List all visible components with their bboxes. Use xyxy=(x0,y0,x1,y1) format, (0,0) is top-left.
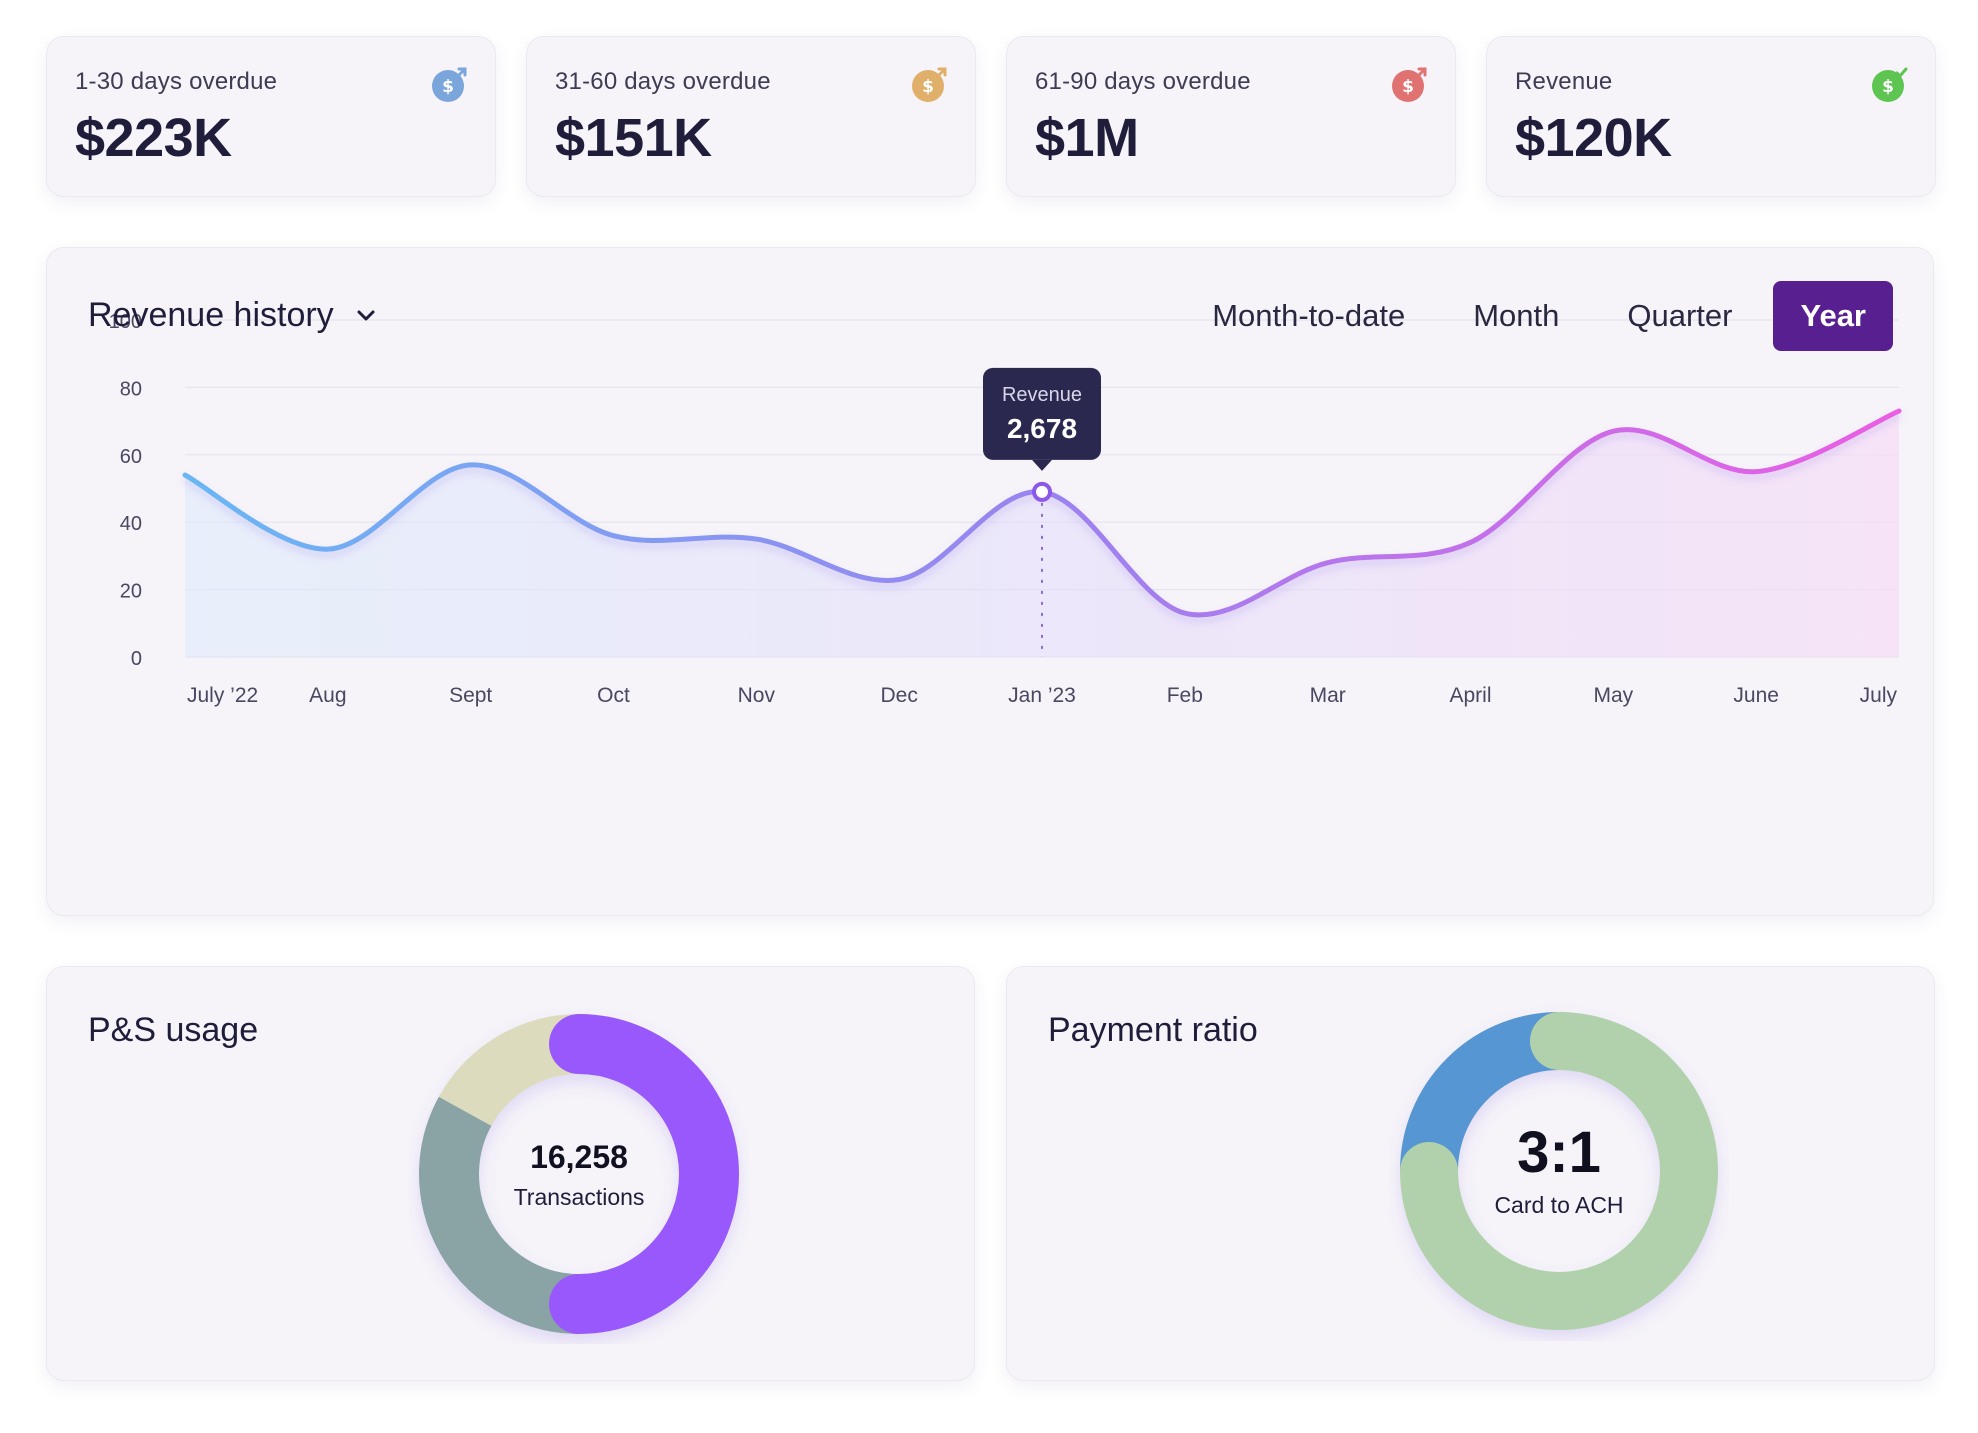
x-tick-label: June xyxy=(1733,684,1779,707)
x-tick-label: Dec xyxy=(880,684,917,707)
ps-usage-card: P&S usage 16,258 Transactions xyxy=(46,966,975,1381)
y-tick-label: 40 xyxy=(120,513,142,535)
x-tick-label: July xyxy=(1860,684,1898,707)
ps-usage-center: 16,258 Transactions xyxy=(459,1139,699,1211)
chevron-down-icon xyxy=(357,310,375,320)
x-tick-label: Aug xyxy=(309,684,346,707)
data-point xyxy=(1896,408,1902,414)
dollar-arrow-icon: $ xyxy=(1392,67,1427,102)
y-tick-label: 60 xyxy=(120,446,142,468)
y-tick-label: 20 xyxy=(120,581,142,603)
svg-text:$: $ xyxy=(1882,77,1894,97)
revenue-line-chart: 0 20 40 60 80 100 Revenue 2,678 July ’22 Aug Sept O… xyxy=(109,311,1902,707)
data-point xyxy=(753,536,759,542)
x-tick-label: May xyxy=(1593,684,1633,707)
data-point xyxy=(1325,560,1331,566)
payment-ratio-donut xyxy=(1400,1012,1718,1330)
x-tick-label: Nov xyxy=(738,684,776,707)
ratio-value: 3:1 xyxy=(1517,1120,1601,1185)
x-tick-label: Mar xyxy=(1310,684,1346,707)
tooltip-label: Revenue xyxy=(1002,384,1082,406)
payment-ratio-title: Payment ratio xyxy=(1048,1011,1258,1049)
kpi-card-61-90: 61-90 days overdue $1M $ xyxy=(1006,36,1456,197)
y-tick-label: 0 xyxy=(131,648,142,670)
period-selector: Month-to-date Month Quarter Year xyxy=(1171,281,1893,351)
svg-text:$: $ xyxy=(922,77,934,97)
kpi-card-31-60: 31-60 days overdue $151K $ xyxy=(526,36,976,197)
kpi-label: Revenue xyxy=(1515,68,1613,95)
kpi-label: 61-90 days overdue xyxy=(1035,68,1251,95)
payment-ratio-center: 3:1 Card to ACH xyxy=(1439,1119,1679,1219)
kpi-card-1-30: 1-30 days overdue $223K $ xyxy=(46,36,496,197)
period-month-to-date[interactable]: Month-to-date xyxy=(1212,298,1406,333)
segment-card xyxy=(1400,1012,1718,1330)
x-tick-label: Sept xyxy=(449,684,492,707)
revenue-history-card: 0 20 40 60 80 100 Revenue 2,678 July ’22 Aug Sept O… xyxy=(46,247,1934,916)
x-tick-label: July ’22 xyxy=(187,684,258,707)
y-tick-label: 100 xyxy=(109,311,142,333)
revenue-history-dropdown[interactable]: Revenue history xyxy=(88,296,380,335)
x-tick-label: Feb xyxy=(1167,684,1203,707)
dollar-arrow-icon: $ xyxy=(912,67,947,102)
highlight-point xyxy=(1032,481,1052,502)
period-quarter[interactable]: Quarter xyxy=(1627,298,1733,333)
data-point xyxy=(468,462,474,468)
transactions-label: Transactions xyxy=(513,1184,645,1210)
dollar-arrow-icon: $ xyxy=(432,67,467,102)
revenue-tooltip: Revenue 2,678 xyxy=(983,367,1101,471)
kpi-label: 1-30 days overdue xyxy=(75,68,278,95)
kpi-value: $151K xyxy=(555,108,712,168)
revenue-history-title: Revenue history xyxy=(88,296,334,334)
period-month[interactable]: Month xyxy=(1473,298,1560,333)
data-point xyxy=(325,546,331,552)
kpi-card-revenue: Revenue $120K $ xyxy=(1486,36,1936,197)
data-point xyxy=(611,533,617,539)
y-tick-label: 80 xyxy=(120,378,142,400)
data-point xyxy=(1753,469,1759,475)
data-point xyxy=(896,576,902,582)
revenue-area xyxy=(185,410,1899,657)
period-year[interactable]: Year xyxy=(1773,281,1893,351)
svg-text:$: $ xyxy=(1402,77,1414,97)
payment-ratio-card: Payment ratio 3:1 Card to ACH xyxy=(1006,966,1935,1381)
dollar-check-icon: $ xyxy=(1872,67,1908,102)
svg-text:$: $ xyxy=(442,77,454,97)
kpi-value: $1M xyxy=(1035,108,1139,168)
x-tick-label: Oct xyxy=(597,684,630,707)
kpi-value: $120K xyxy=(1515,108,1672,168)
kpi-label: 31-60 days overdue xyxy=(555,68,771,95)
segment-purple xyxy=(549,1014,739,1334)
ratio-label: Card to ACH xyxy=(1494,1192,1624,1218)
x-tick-label: Jan ’23 xyxy=(1008,684,1076,707)
segment-slate xyxy=(419,1094,580,1334)
x-tick-label: April xyxy=(1449,684,1491,707)
ps-usage-donut xyxy=(419,1014,739,1334)
data-point xyxy=(1610,428,1616,434)
ps-usage-title: P&S usage xyxy=(88,1011,259,1049)
kpi-value: $223K xyxy=(75,108,232,168)
data-point xyxy=(1182,610,1188,616)
data-point xyxy=(1468,539,1474,545)
transactions-count: 16,258 xyxy=(530,1139,628,1175)
data-point xyxy=(182,472,188,478)
tooltip-value: 2,678 xyxy=(1007,413,1077,444)
